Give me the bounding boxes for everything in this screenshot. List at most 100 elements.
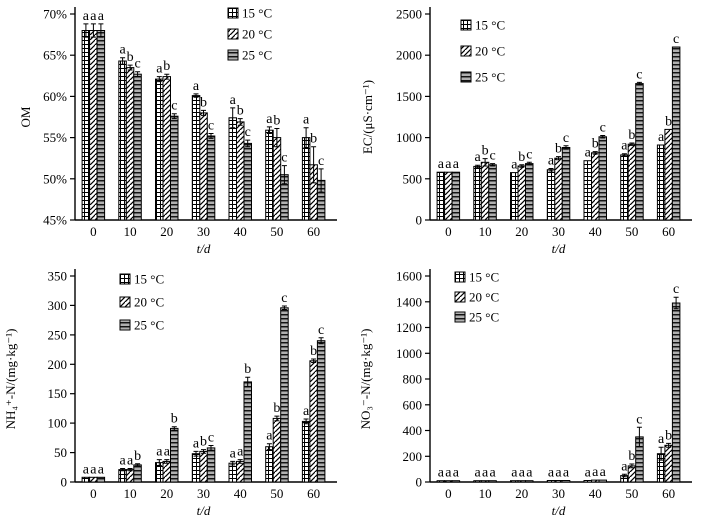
- bar-nh4n-20°C-d0: [89, 476, 98, 483]
- x-tick-label: 40: [589, 486, 602, 501]
- error-bar: [156, 76, 162, 83]
- bar-nh4n-15°C-d30: [191, 453, 201, 483]
- x-tick-label: 10: [479, 486, 492, 501]
- error-bar: [135, 463, 141, 467]
- x-tick-label: 30: [197, 224, 210, 239]
- sig-letter: a: [563, 466, 570, 481]
- sig-letter: a: [474, 466, 481, 481]
- sig-letter: a: [489, 466, 496, 481]
- x-tick-label: 0: [445, 224, 452, 239]
- bar-ec-20°C-d0: [444, 171, 453, 221]
- bar-no3n-20°C-d60: [664, 444, 673, 483]
- y-tick-label: 200: [403, 449, 423, 464]
- x-axis-title: t/d: [552, 503, 566, 518]
- y-tick-label: 1000: [396, 130, 422, 145]
- sig-letter: c: [636, 67, 642, 82]
- bar-no3n-20°C-d20: [517, 480, 526, 483]
- sig-letter: a: [90, 462, 97, 477]
- error-bar: [171, 426, 177, 431]
- bar-om-15°C-d0: [81, 30, 91, 221]
- sig-letter: a: [453, 466, 460, 481]
- sig-letter: c: [673, 32, 679, 47]
- sig-letter: c: [171, 99, 177, 114]
- y-tick-label: 250: [48, 327, 68, 342]
- x-tick-label: 30: [552, 486, 565, 501]
- error-bar: [266, 126, 272, 134]
- y-tick-label: 55%: [43, 130, 67, 145]
- bar-om-20°C-d20: [162, 76, 171, 221]
- legend-label-20°C: 20 °C: [134, 295, 164, 310]
- error-bar: [548, 168, 554, 172]
- sig-letter: c: [208, 119, 214, 134]
- x-tick-label: 60: [307, 224, 320, 239]
- error-bar: [171, 113, 177, 120]
- error-bar: [83, 23, 89, 38]
- sig-letter: a: [592, 465, 599, 480]
- error-bar: [135, 71, 141, 78]
- y-tick-label: 2000: [396, 48, 422, 63]
- sig-letter: a: [266, 112, 273, 127]
- legend-swatch-15°C: [119, 273, 131, 285]
- sig-letter: c: [318, 323, 324, 338]
- error-bar: [120, 57, 126, 65]
- sig-letter: c: [489, 149, 495, 164]
- legend-swatch-25°C: [119, 319, 131, 331]
- y-tick-label: 800: [403, 372, 423, 387]
- sig-letter: b: [127, 50, 134, 65]
- bar-nh4n-20°C-d30: [199, 450, 208, 483]
- error-bar: [592, 151, 598, 155]
- error-bar: [266, 443, 272, 451]
- chart-om: 45% 50% 55% 60% 65% 70% a a a 0 a b c 10 a b c 20 a b c 30 a b c…: [0, 0, 355, 262]
- bar-nh4n-25°C-d60: [316, 340, 326, 483]
- legend-swatch-20°C: [460, 45, 472, 57]
- sig-letter: b: [518, 150, 525, 165]
- bar-ec-15°C-d50: [620, 154, 629, 221]
- bar-nh4n-20°C-d40: [236, 460, 245, 483]
- error-bar: [666, 442, 672, 448]
- bar-ec-20°C-d50: [627, 143, 637, 221]
- bar-ec-25°C-d30: [561, 147, 571, 221]
- sig-letter: a: [119, 454, 126, 469]
- sig-letter: a: [237, 445, 244, 460]
- legend-label-20°C: 20 °C: [469, 290, 499, 305]
- sig-letter: a: [156, 62, 163, 77]
- y-tick-label: 200: [48, 357, 68, 372]
- error-bar: [164, 459, 170, 464]
- sig-letter: c: [318, 154, 324, 169]
- error-bar: [245, 139, 251, 148]
- sig-letter: a: [453, 157, 460, 172]
- error-bar: [636, 426, 642, 448]
- error-bar: [230, 460, 236, 466]
- bar-om-25°C-d0: [96, 30, 106, 221]
- y-tick-label: 0: [61, 475, 68, 490]
- bar-ec-15°C-d20: [510, 172, 519, 221]
- x-tick-label: 0: [90, 224, 97, 239]
- legend-label-20°C: 20 °C: [242, 27, 272, 42]
- y-tick-label: 300: [48, 298, 68, 313]
- sig-letter: a: [266, 429, 273, 444]
- legend-swatch-15°C: [460, 19, 472, 31]
- error-bar: [621, 473, 627, 478]
- bar-nh4n-25°C-d30: [206, 447, 216, 483]
- y-tick-label: 45%: [43, 213, 67, 228]
- error-bar: [629, 142, 635, 146]
- sig-letter: b: [665, 114, 672, 129]
- bar-no3n-20°C-d50: [627, 465, 637, 483]
- error-bar: [127, 468, 133, 472]
- legend-label-25°C: 25 °C: [469, 310, 499, 325]
- bar-nh4n-15°C-d50: [265, 446, 274, 483]
- sig-letter: b: [665, 428, 672, 443]
- bar-no3n-15°C-d0: [436, 480, 446, 483]
- sig-letter: a: [600, 465, 607, 480]
- error-bar: [526, 161, 532, 166]
- bar-no3n-25°C-d20: [525, 480, 534, 483]
- bar-om-15°C-d40: [228, 117, 237, 221]
- y-tick-label: 400: [403, 423, 423, 438]
- error-bar: [237, 118, 243, 126]
- sig-letter: b: [310, 344, 317, 359]
- sig-letter: a: [658, 432, 665, 447]
- bar-no3n-25°C-d30: [561, 480, 571, 483]
